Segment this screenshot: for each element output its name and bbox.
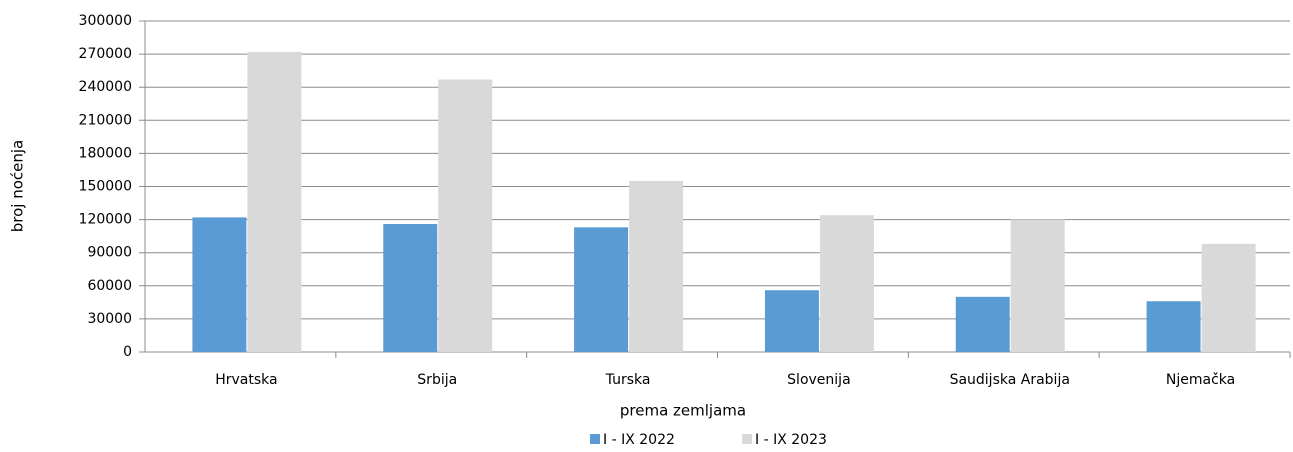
bar: [574, 227, 629, 352]
y-tick-label: 60000: [87, 278, 132, 294]
y-tick-label: 90000: [87, 245, 132, 261]
x-tick-label: Turska: [605, 372, 651, 388]
bar: [819, 215, 874, 352]
legend-swatch: [742, 434, 752, 444]
y-tick-label: 150000: [79, 179, 132, 195]
bar: [247, 51, 302, 352]
bar: [764, 290, 819, 352]
bar: [1010, 219, 1065, 352]
bar: [1146, 301, 1201, 352]
y-tick-label: 0: [123, 344, 132, 360]
x-axis-title: prema zemljama: [620, 402, 746, 420]
legend-label: I - IX 2022: [603, 432, 675, 448]
legend-label: I - IX 2023: [755, 432, 827, 448]
x-tick-label: Njemačka: [1166, 372, 1235, 388]
bar: [955, 296, 1010, 352]
bar: [1201, 243, 1256, 352]
bar: [192, 217, 247, 352]
bar: [629, 180, 684, 352]
y-tick-label: 240000: [79, 79, 132, 95]
x-tick-label: Srbija: [417, 372, 457, 388]
y-tick-label: 120000: [79, 212, 132, 228]
legend-swatch: [590, 434, 600, 444]
x-tick-label: Hrvatska: [215, 372, 277, 388]
y-tick-label: 300000: [79, 13, 132, 29]
y-axis-title: broj noćenja: [9, 140, 27, 233]
x-tick-label: Slovenija: [787, 372, 850, 388]
bar: [383, 224, 438, 352]
bar: [438, 79, 493, 352]
y-tick-label: 180000: [79, 145, 132, 161]
y-tick-label: 30000: [87, 311, 132, 327]
x-tick-label: Saudijska Arabija: [950, 372, 1070, 388]
y-tick-label: 210000: [79, 112, 132, 128]
y-tick-label: 270000: [79, 46, 132, 62]
